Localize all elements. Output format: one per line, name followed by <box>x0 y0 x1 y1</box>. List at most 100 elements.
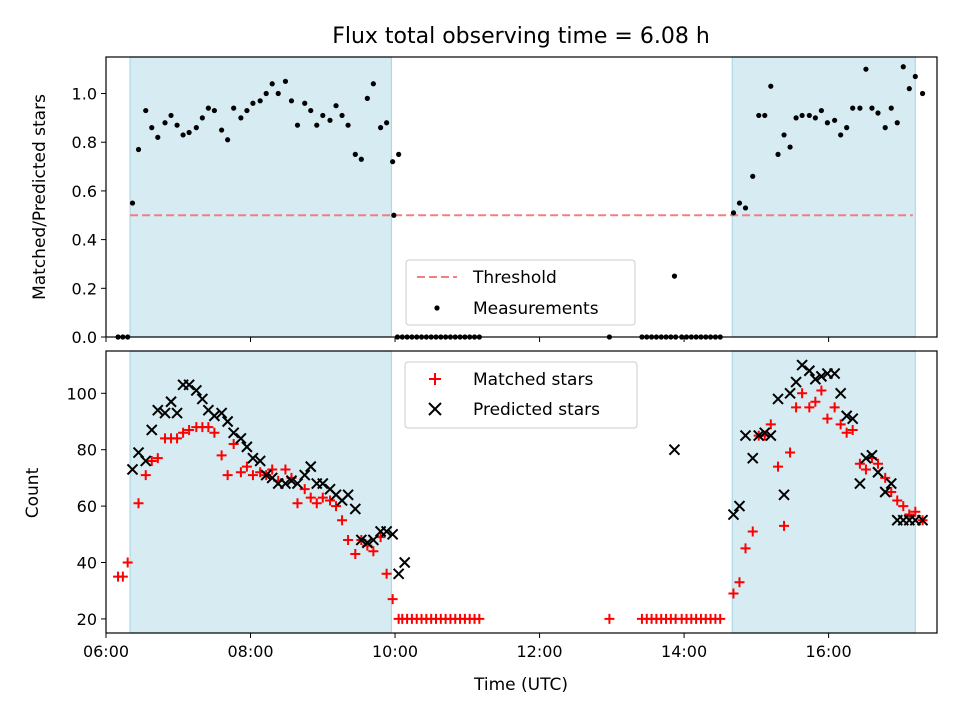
data-point <box>747 526 758 537</box>
data-point <box>345 122 351 128</box>
legend-box <box>405 259 636 326</box>
data-point <box>875 110 881 116</box>
data-point <box>129 200 136 206</box>
data-point <box>879 486 891 498</box>
data-point <box>604 613 615 624</box>
data-point <box>775 151 781 157</box>
data-point <box>216 450 227 461</box>
data-point <box>352 151 358 157</box>
data-point <box>221 415 234 428</box>
data-point <box>260 469 272 481</box>
data-point <box>294 122 301 128</box>
data-point <box>146 424 158 436</box>
data-point <box>196 393 209 405</box>
data-point <box>857 105 863 111</box>
data-point <box>829 402 840 413</box>
data-point <box>768 83 774 89</box>
x-tick-label: 14:00 <box>661 642 707 661</box>
data-point <box>209 427 220 438</box>
data-point <box>342 489 354 501</box>
data-point <box>872 466 884 478</box>
data-point <box>916 514 929 526</box>
y-tick-label: 80 <box>77 441 97 460</box>
data-point <box>292 498 303 509</box>
data-point <box>257 98 263 104</box>
data-point <box>247 452 259 464</box>
legend-predicted-label: Predicted stars <box>473 400 600 420</box>
data-point <box>835 419 846 430</box>
data-point <box>832 117 838 123</box>
data-point <box>854 458 865 469</box>
shaded-interval <box>731 56 916 338</box>
data-point <box>759 427 771 439</box>
data-point <box>474 613 485 624</box>
data-point <box>781 132 787 138</box>
data-point <box>327 117 333 123</box>
data-point <box>140 470 151 481</box>
data-point <box>900 64 906 70</box>
data-point <box>773 461 784 472</box>
data-point <box>668 443 681 456</box>
data-point <box>282 78 289 84</box>
data-point <box>762 112 768 119</box>
ratio-panel: 0.0 0.2 0.4 0.6 0.8 1.0 Threshold Measurements <box>72 56 938 347</box>
legend-predicted-swatch <box>428 402 442 416</box>
data-point <box>733 500 746 512</box>
data-point <box>671 273 678 279</box>
data-point <box>279 477 292 490</box>
count-panel: 20 40 60 80 100 06:00 08:00 10:00 12:00 14:00 16:0… <box>66 350 938 661</box>
data-point <box>822 413 833 424</box>
data-point <box>288 98 295 104</box>
data-point <box>392 568 405 580</box>
data-point <box>263 90 269 97</box>
y-tick-label: 0.2 <box>72 279 97 298</box>
data-point <box>337 515 348 526</box>
data-point <box>299 484 310 495</box>
data-point <box>225 137 231 143</box>
data-point <box>152 404 164 416</box>
data-point <box>208 410 221 422</box>
data-point <box>841 427 852 438</box>
data-point <box>231 105 237 111</box>
data-point <box>787 144 793 150</box>
data-point <box>140 455 152 467</box>
data-point <box>172 433 183 444</box>
data-point <box>806 112 812 119</box>
data-point <box>765 419 776 430</box>
y-tick-label: 0.6 <box>72 182 97 201</box>
data-point <box>126 463 139 476</box>
data-point <box>809 373 822 385</box>
data-point <box>790 376 802 388</box>
data-point <box>174 122 180 128</box>
axes-frame <box>105 56 938 338</box>
x-axis-label: Time (UTC) <box>473 675 568 695</box>
data-point <box>152 453 163 464</box>
data-point <box>756 112 762 119</box>
data-point <box>753 429 765 442</box>
data-point <box>812 115 818 121</box>
data-point <box>349 503 362 515</box>
data-point <box>238 115 244 121</box>
data-point <box>358 156 364 162</box>
data-point <box>343 534 354 545</box>
data-point <box>285 475 298 487</box>
data-point <box>906 86 912 92</box>
data-point <box>387 594 398 605</box>
data-point <box>339 112 345 119</box>
data-point <box>384 120 390 126</box>
data-point <box>280 464 291 475</box>
data-point <box>143 107 149 114</box>
data-point <box>333 103 339 109</box>
data-point <box>159 407 171 419</box>
data-point <box>730 210 737 216</box>
data-point <box>267 464 278 475</box>
data-point <box>122 557 133 568</box>
data-point <box>305 460 317 473</box>
legend-measurements-swatch <box>434 305 440 311</box>
data-point <box>747 452 759 464</box>
data-point <box>317 492 328 503</box>
legend: Matched stars Predicted stars <box>404 361 638 429</box>
data-point <box>364 95 370 101</box>
data-point <box>386 528 399 541</box>
